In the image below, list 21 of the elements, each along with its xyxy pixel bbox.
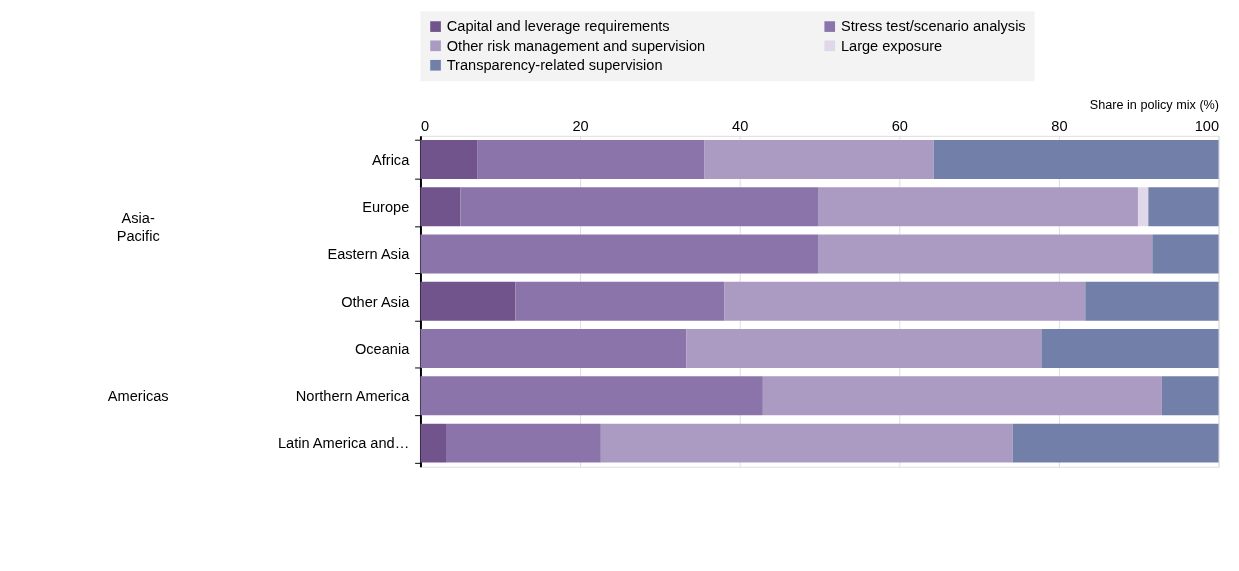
x-tick-label: 20	[572, 118, 589, 135]
y-tick-label: Eastern Asia	[327, 246, 411, 263]
legend-label: Large exposure	[840, 37, 943, 54]
legend-label: Other risk management and supervision	[446, 37, 706, 54]
text: Americas	[107, 387, 169, 404]
x-tick-label: 100	[1194, 118, 1220, 135]
x-tick-label: 40	[732, 118, 749, 135]
x-tick-label: 60	[891, 118, 908, 135]
y-tick-label: Northern America	[295, 388, 411, 405]
text: Asia-Pacific	[116, 210, 160, 244]
legend-label: Stress test/scenario analysis	[840, 18, 1026, 35]
y-tick-label: Other Asia	[341, 293, 411, 310]
legend-label: Transparency-related supervision	[446, 57, 663, 74]
y-tick-label: Latin America and…	[277, 435, 410, 452]
y-tick-label: Europe	[362, 199, 410, 216]
y-tick-label: Oceania	[354, 340, 411, 357]
x-tick-label: 80	[1051, 118, 1068, 135]
legend-label: Capital and leverage requirements	[446, 18, 670, 35]
x-tick-label: 0	[420, 118, 430, 135]
x-axis-title: Share in policy mix (%)	[1089, 98, 1220, 113]
y-tick-label: Africa	[372, 151, 411, 168]
